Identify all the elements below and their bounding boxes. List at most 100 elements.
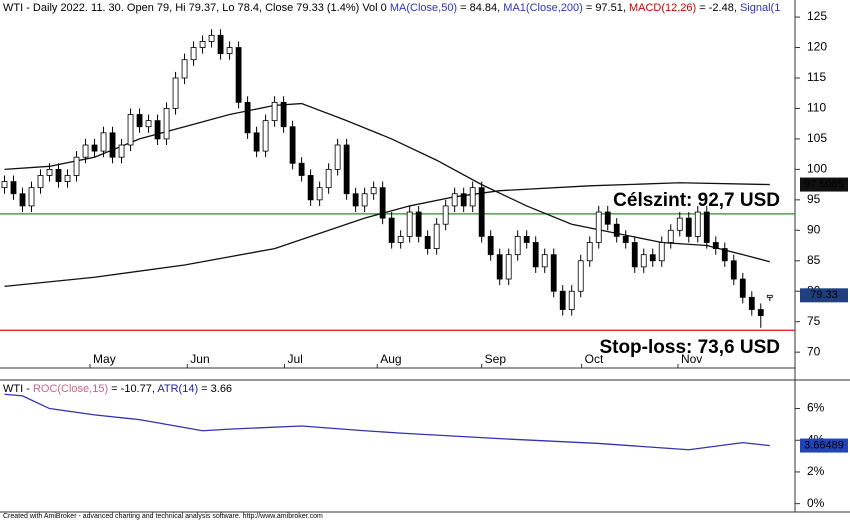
indicator-line [4,182,770,288]
y-tick-label: 120 [807,40,827,54]
pane-header: WTI - ROC(Close,15) = -10.77, ATR(14) = … [3,383,232,395]
candle-body [190,47,197,61]
y-tick-label: 125 [807,9,827,23]
header-part: = 97.51, [583,2,629,14]
y-tick-label: 2% [807,464,825,478]
header-part: WTI - Daily 2022. 11. 30. Open 79, Hi 79… [3,2,390,14]
candle-body [460,193,467,207]
candle-body [721,248,728,262]
candle-body [154,120,161,140]
x-tick-label: Oct [585,352,604,366]
candle-body [118,144,125,158]
candle-body [766,294,773,298]
candle-body [145,120,152,128]
pane-header: WTI - Daily 2022. 11. 30. Open 79, Hi 79… [3,2,780,14]
candle-body [82,144,89,158]
candle-body [424,235,431,249]
candle-body [586,242,593,262]
candle-body [343,144,350,195]
candle-body [298,162,305,176]
candle-body [199,41,206,48]
y-tick-label: 90 [807,222,821,236]
candle-body [46,168,53,176]
header-part: ROC(Close,15) [33,383,108,395]
candle-body [433,223,440,249]
candle-body [37,175,44,189]
candle-body [73,156,80,176]
candle-body [226,47,233,55]
x-tick-label: Jun [190,352,209,366]
candle-body [748,296,755,310]
candle-body [1,181,8,189]
candle-body [640,254,647,268]
candle-body [478,187,485,237]
y-tick-label: 0% [807,496,825,510]
value-box-label: 97.5085 [804,178,844,190]
candle-body [559,290,566,310]
candle-body [271,101,278,122]
candle-body [550,254,557,292]
candle-body [712,242,719,249]
candle-body [703,211,710,243]
candle-body [415,211,422,237]
candle-body [397,235,404,243]
value-box-label: 79.33 [810,289,838,301]
y-tick-label: 70 [807,344,821,358]
candle-body [136,114,143,128]
y-tick-label: 6% [807,401,825,415]
candle-body [649,254,656,262]
candle-body [532,242,539,268]
candle-body [55,168,62,182]
y-tick-label: 110 [807,101,826,115]
candle-body [388,217,395,243]
candle-body [307,175,314,201]
candle-body [514,235,521,256]
candle-body [28,187,35,207]
y-tick-label: 95 [807,192,821,206]
candle-body [451,193,458,207]
candle-body [757,309,764,317]
candle-body [163,108,170,140]
header-part: = -10.77, [108,383,157,395]
candle-body [523,235,530,243]
candle-body [253,132,260,152]
x-tick-label: Aug [380,352,401,366]
candle-body [217,34,224,55]
candle-body [676,217,683,231]
x-tick-label: Nov [681,352,702,366]
header-part: WTI - [3,383,33,395]
candle-body [604,211,611,225]
candle-body [109,132,116,158]
candle-body [64,175,71,182]
value-box [800,288,848,303]
level-label: Célszint: 92,7 USD [613,190,780,211]
candle-body [622,235,629,243]
candle-body [487,235,494,256]
level-label: Stop-loss: 73,6 USD [599,337,780,358]
candle-body [280,101,287,128]
candle-body [658,242,665,262]
candle-body [631,242,638,268]
indicator-line [4,393,770,451]
header-part: = 84.84, [457,2,503,14]
candle-body [595,211,602,243]
candle-body [289,126,296,164]
candle-body [730,260,737,280]
candle-body [685,217,692,237]
candle-body [370,187,377,195]
candle-body [91,144,98,152]
candle-body [361,193,368,207]
candle-body [496,254,503,280]
header-part: MA1(Close,200) [503,2,582,14]
candle-body [613,223,620,237]
value-box [800,177,848,192]
y-tick-label: 115 [807,70,826,84]
candle-body [694,211,701,237]
header-part: Signal(1 [740,2,780,14]
header-part: MACD(12,26) [629,2,696,14]
y-tick-label: 75 [807,314,821,328]
y-tick-label: 100 [807,162,827,176]
candle-body [127,114,134,146]
candle-body [325,168,332,189]
